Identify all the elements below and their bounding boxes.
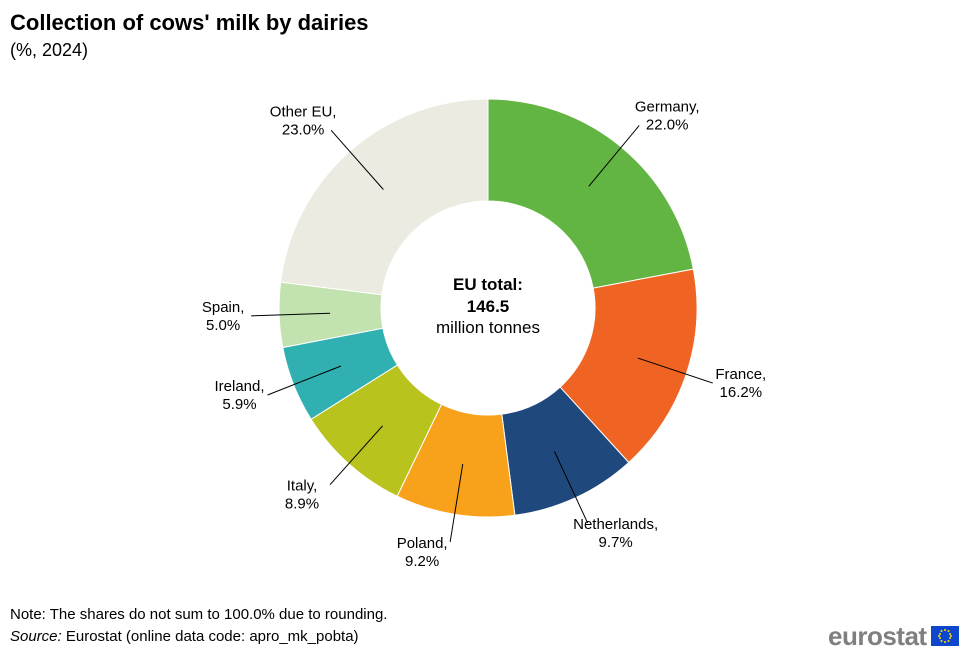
slice-label-name: France,: [715, 366, 766, 383]
center-label-unit: million tonnes: [436, 318, 540, 337]
slice-label-value: 23.0%: [282, 121, 325, 138]
slice-label-value: 9.2%: [405, 553, 439, 570]
logo-text: eurostat: [828, 620, 927, 651]
center-label-value: 146.5: [467, 297, 510, 316]
slice-germany: [487, 98, 694, 289]
chart-subtitle: (%, 2024): [10, 40, 89, 60]
slice-label-name: Germany,: [635, 98, 700, 115]
leader-line-other-eu: [330, 130, 384, 190]
slice-label-italy: Italy, 8.9%: [285, 478, 319, 513]
slice-label-other-eu: Other EU, 23.0%: [270, 103, 337, 138]
slice-label-value: 5.0%: [206, 317, 240, 334]
center-label-line1: EU total:: [453, 275, 523, 294]
slice-label-name: Ireland,: [215, 378, 265, 395]
slice-label-name: Other EU,: [270, 103, 337, 120]
slice-label-name: Poland,: [397, 535, 448, 552]
leader-line-france: [637, 357, 713, 384]
leader-line-ireland: [267, 365, 342, 396]
slice-label-value: 5.9%: [222, 396, 256, 413]
eurostat-logo: eurostat: [828, 620, 959, 651]
slice-france: [559, 268, 698, 464]
leader-line-spain: [251, 312, 331, 317]
slice-label-name: Netherlands,: [573, 516, 658, 533]
slice-label-value: 8.9%: [285, 496, 319, 513]
donut-chart: Germany, 22.0% France, 16.2% Netherlands, 9.7…: [202, 98, 766, 569]
slice-label-value: 9.7%: [599, 534, 633, 551]
slice-label-value: 22.0%: [646, 116, 689, 133]
slice-label-spain: Spain, 5.0%: [202, 299, 245, 334]
source-line: Source: Eurostat (online data code: apro…: [10, 628, 359, 645]
slice-label-france: France, 16.2%: [715, 366, 766, 401]
leader-line-poland: [449, 463, 464, 543]
leader-line-germany: [588, 125, 640, 187]
leader-line-italy: [329, 425, 384, 486]
source-text: Eurostat (online data code: apro_mk_pobt…: [61, 628, 359, 645]
slice-label-ireland: Ireland, 5.9%: [215, 378, 265, 413]
slice-label-poland: Poland, 9.2%: [397, 535, 448, 570]
slice-label-netherlands: Netherlands, 9.7%: [573, 516, 658, 551]
slice-label-germany: Germany, 22.0%: [635, 98, 700, 133]
eu-flag-icon: [930, 626, 959, 646]
source-prefix: Source:: [10, 628, 62, 645]
slice-labels-group: Germany, 22.0% France, 16.2% Netherlands, 9.7…: [202, 98, 766, 569]
slice-label-name: Spain,: [202, 299, 245, 316]
slice-other-eu: [280, 98, 489, 296]
leader-line-netherlands: [553, 451, 589, 524]
footnote: Note: The shares do not sum to 100.0% du…: [10, 606, 388, 623]
slice-label-name: Italy,: [287, 478, 318, 495]
chart-title: Collection of cows' milk by dairies: [10, 10, 369, 35]
slices-group: [278, 98, 698, 518]
leader-lines-group: [251, 125, 713, 543]
slice-label-value: 16.2%: [720, 384, 763, 401]
